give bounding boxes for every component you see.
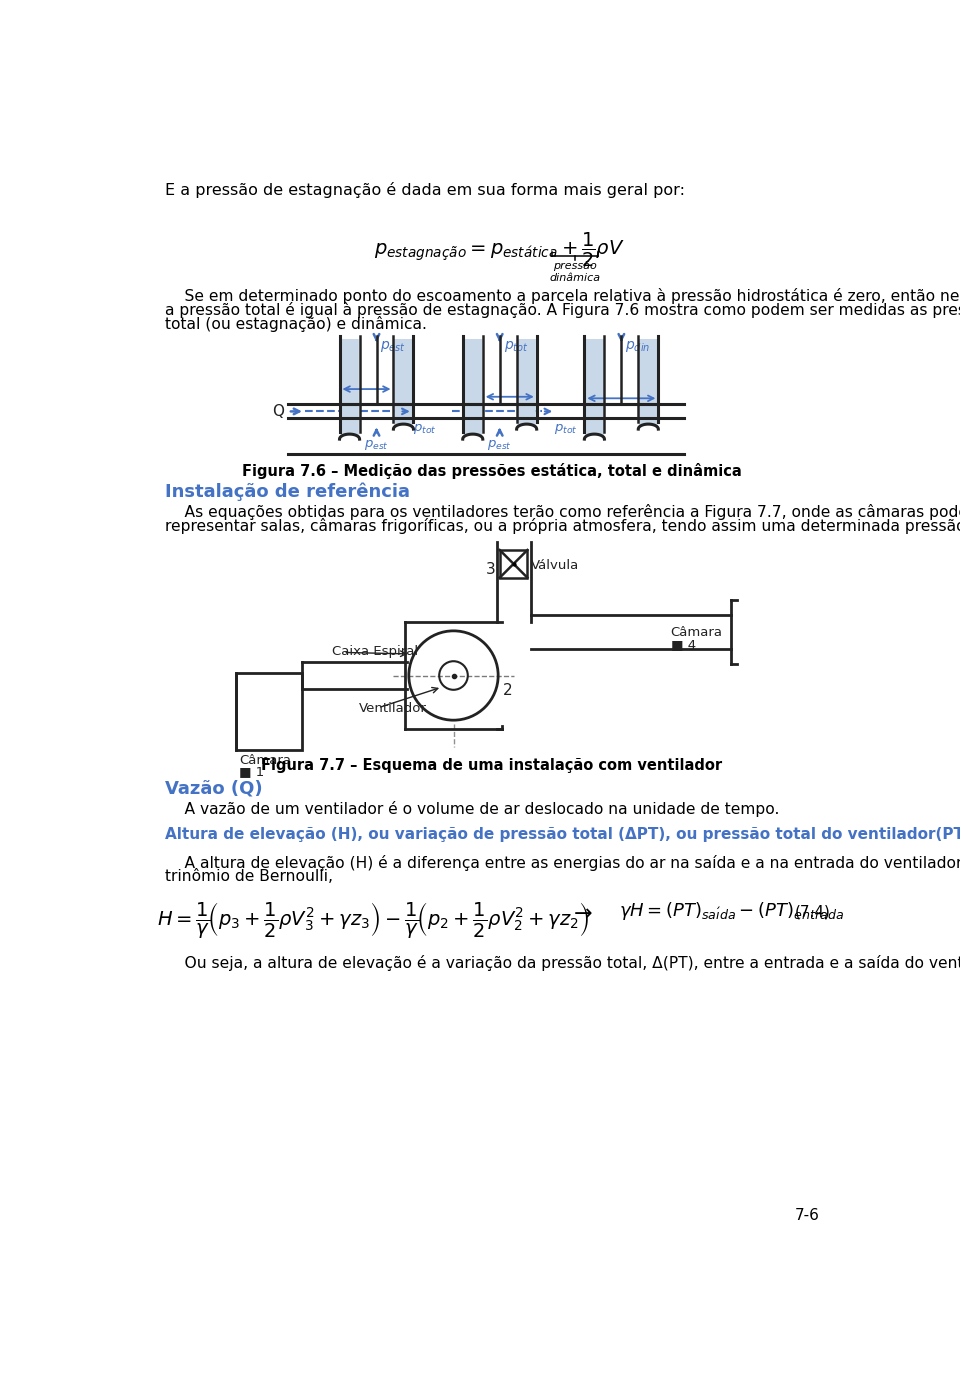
Text: Instalação de referência: Instalação de referência <box>165 483 410 500</box>
Text: representar salas, câmaras frigoríficas, ou a própria atmosfera, tendo assim uma: representar salas, câmaras frigoríficas,… <box>165 517 960 534</box>
Text: $\rightarrow$: $\rightarrow$ <box>569 902 593 923</box>
Polygon shape <box>638 340 659 429</box>
Text: $p_{estagnação} = p_{estática} + \dfrac{1}{2}\rho V$: $p_{estagnação} = p_{estática} + \dfrac{… <box>374 231 625 268</box>
Text: A altura de elevação (H) é a diferença entre as energias do ar na saída e a na e: A altura de elevação (H) é a diferença e… <box>165 855 960 870</box>
Text: trinômio de Bernoulli,: trinômio de Bernoulli, <box>165 869 333 884</box>
Text: 2: 2 <box>503 683 513 698</box>
Text: Câmara: Câmara <box>239 754 292 767</box>
Text: As equações obtidas para os ventiladores terão como referência a Figura 7.7, ond: As equações obtidas para os ventiladores… <box>165 503 960 520</box>
Text: Válvula: Válvula <box>531 560 580 572</box>
Text: $p_{tot}$: $p_{tot}$ <box>504 340 528 353</box>
Text: A vazão de um ventilador é o volume de ar deslocado na unidade de tempo.: A vazão de um ventilador é o volume de a… <box>165 802 780 817</box>
Text: E a pressão de estagnação é dada em sua forma mais geral por:: E a pressão de estagnação é dada em sua … <box>165 182 684 198</box>
Text: 3: 3 <box>486 562 495 578</box>
Text: total (ou estagnação) e dinâmica.: total (ou estagnação) e dinâmica. <box>165 316 426 331</box>
Text: Figura 7.6 – Medição das pressões estática, total e dinâmica: Figura 7.6 – Medição das pressões estáti… <box>242 463 742 478</box>
Text: $p_{din}$: $p_{din}$ <box>625 340 651 353</box>
Text: Ou seja, a altura de elevação é a variação da pressão total, Δ(PT), entre a entr: Ou seja, a altura de elevação é a variaç… <box>165 956 960 971</box>
Polygon shape <box>585 340 605 439</box>
Text: Câmara: Câmara <box>671 626 723 639</box>
Text: Figura 7.7 – Esquema de uma instalação com ventilador: Figura 7.7 – Esquema de uma instalação c… <box>261 758 723 773</box>
Polygon shape <box>463 340 483 439</box>
Bar <box>236 674 301 751</box>
Text: $p_{est}$: $p_{est}$ <box>364 437 389 451</box>
Text: ■ 4: ■ 4 <box>671 638 696 652</box>
Text: Ventilador: Ventilador <box>359 703 426 715</box>
Text: Caixa Espiral: Caixa Espiral <box>332 645 418 657</box>
Text: $\gamma H = \left(PT\right)_{sa\acute{\imath}da} - \left(PT\right)_{entrada}$: $\gamma H = \left(PT\right)_{sa\acute{\i… <box>619 899 844 921</box>
Text: (7.4): (7.4) <box>795 905 830 920</box>
Text: $p_{tot}$: $p_{tot}$ <box>554 422 578 436</box>
Text: $p_{tot}$: $p_{tot}$ <box>413 422 437 436</box>
Text: Q: Q <box>272 404 284 419</box>
Polygon shape <box>340 340 360 439</box>
Bar <box>500 550 527 578</box>
Text: Altura de elevação (H), ou variação de pressão total (ΔPT), ou pressão total do : Altura de elevação (H), ou variação de p… <box>165 828 960 843</box>
Text: pressão
dinâmica: pressão dinâmica <box>549 261 601 283</box>
Text: ■ 1: ■ 1 <box>239 765 265 778</box>
Polygon shape <box>394 340 414 429</box>
Text: Se em determinado ponto do escoamento a parcela relativa à pressão hidrostática : Se em determinado ponto do escoamento a … <box>165 289 960 304</box>
Text: $p_{est}$: $p_{est}$ <box>488 437 512 451</box>
Text: a pressão total é igual à pressão de estagnação. A Figura 7.6 mostra como podem : a pressão total é igual à pressão de est… <box>165 302 960 318</box>
Text: $H = \dfrac{1}{\gamma}\!\left(p_3 + \dfrac{1}{2}\rho V_3^2 + \gamma z_3\right) -: $H = \dfrac{1}{\gamma}\!\left(p_3 + \dfr… <box>157 899 589 939</box>
Polygon shape <box>516 340 537 429</box>
Text: Vazão (Q): Vazão (Q) <box>165 780 262 797</box>
Text: 7-6: 7-6 <box>794 1209 819 1224</box>
Text: $p_{est}$: $p_{est}$ <box>380 340 406 353</box>
